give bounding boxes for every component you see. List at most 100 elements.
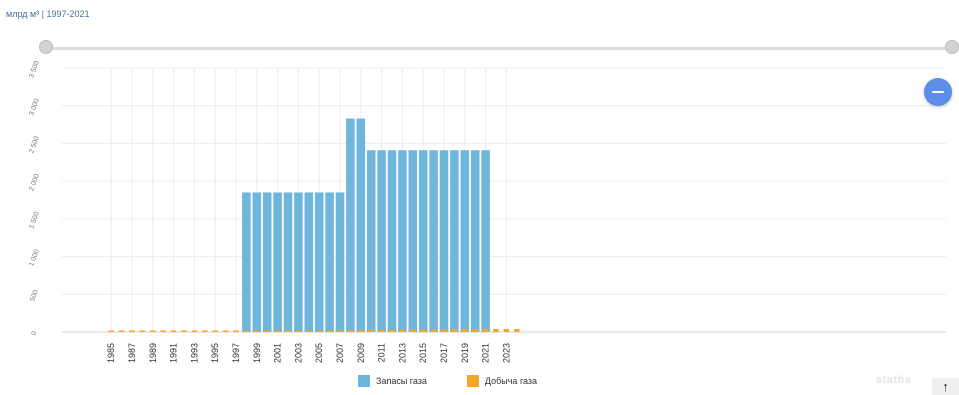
y-tick-label: 500: [29, 289, 40, 302]
bar-production: [358, 329, 364, 332]
bar-reserves: [314, 192, 324, 332]
bar-production: [482, 328, 489, 332]
bar-reserves: [408, 150, 418, 332]
bar-production: [441, 329, 447, 332]
bar-reserves: [377, 150, 386, 332]
x-tick-label: 2019: [460, 343, 470, 363]
x-tick-label: 1989: [148, 343, 158, 363]
bar-production: [139, 330, 146, 332]
x-tick-label: 2015: [418, 343, 428, 363]
bar-reserves: [450, 150, 459, 332]
bar-production: [368, 329, 374, 332]
bar-reserves: [481, 150, 490, 332]
x-tick-label: 2023: [501, 343, 511, 363]
bar-production: [160, 330, 166, 332]
x-tick-label: 2011: [377, 343, 387, 362]
bar-production: [420, 329, 426, 332]
bar-production: [129, 330, 135, 332]
x-tick-label: 2013: [397, 343, 407, 363]
chart-legend: Запасы газа Добыча газа: [358, 375, 537, 387]
bar-production: [202, 330, 208, 332]
bar-production: [410, 329, 416, 332]
range-start-handle[interactable]: [39, 40, 53, 54]
y-tick-label: 2 000: [28, 173, 41, 192]
bar-production: [493, 328, 499, 332]
x-tick-label: 1985: [106, 343, 116, 363]
bar-reserves: [335, 192, 345, 332]
bar-reserves: [346, 118, 355, 332]
bar-production: [378, 329, 385, 332]
bar-production: [430, 329, 437, 332]
x-tick-label: 2007: [335, 343, 345, 363]
x-tick-label: 2009: [356, 343, 366, 363]
bar-production: [233, 330, 239, 332]
bar-reserves: [325, 192, 334, 332]
bar-reserves: [242, 192, 251, 332]
bar-production: [451, 328, 458, 332]
x-tick-label: 1993: [189, 343, 199, 363]
bar-reserves: [470, 150, 480, 332]
x-tick-label: 1999: [252, 343, 262, 363]
bar-reserves: [460, 150, 470, 332]
bar-reserves: [294, 192, 303, 332]
bar-production: [295, 330, 302, 332]
bar-production: [181, 330, 187, 332]
range-selector-track[interactable]: [46, 47, 958, 50]
bar-production: [514, 328, 520, 332]
x-tick-label: 1997: [231, 343, 241, 363]
bar-reserves: [418, 150, 428, 332]
bar-reserves: [273, 192, 282, 332]
bar-reserves: [429, 150, 438, 332]
bar-production: [389, 329, 395, 332]
x-tick-label: 2001: [273, 343, 283, 363]
bar-production: [222, 330, 229, 332]
minus-icon[interactable]: [924, 78, 952, 106]
legend-label-production: Добыча газа: [484, 376, 538, 386]
bar-reserves: [387, 150, 397, 332]
bar-production: [316, 330, 322, 332]
bar-production: [326, 330, 333, 332]
chart-subtitle: млрд м³ | 1997-2021: [6, 9, 90, 19]
bar-production: [212, 330, 218, 332]
legend-item-production[interactable]: Добыча газа: [466, 375, 538, 387]
bar-production: [243, 330, 250, 332]
bar-production: [118, 330, 125, 332]
statista-watermark: statba: [876, 374, 912, 386]
y-tick-label: 1 500: [28, 211, 41, 230]
y-tick-label: 1 000: [28, 249, 41, 268]
bar-production: [108, 330, 114, 332]
bar-production: [503, 328, 510, 332]
bar-reserves: [366, 150, 376, 332]
legend-item-reserves[interactable]: Запасы газа: [358, 375, 427, 387]
bar-production: [274, 330, 281, 332]
legend-label-reserves: Запасы газа: [376, 376, 427, 386]
bar-reserves: [356, 118, 366, 332]
bar-production: [462, 328, 468, 332]
y-tick-label: 3 000: [28, 98, 41, 117]
x-tick-label: 2021: [481, 343, 491, 363]
y-tick-label: 3 500: [28, 60, 41, 79]
bar-production: [337, 330, 343, 332]
legend-swatch-production: [466, 375, 479, 387]
bar-production: [150, 330, 156, 332]
bar-production: [254, 330, 260, 332]
legend-swatch-reserves: [358, 375, 370, 387]
x-tick-label: 1991: [169, 343, 179, 363]
x-tick-label: 2017: [439, 343, 449, 363]
bar-production: [306, 330, 312, 332]
bar-reserves: [283, 192, 293, 332]
bar-production: [399, 329, 406, 332]
bar-reserves: [304, 192, 314, 332]
bar-production: [347, 329, 354, 332]
bar-production: [472, 328, 478, 332]
bar-production: [264, 330, 270, 332]
arrow-up-icon[interactable]: ↑: [932, 378, 959, 395]
x-tick-label: 1987: [127, 343, 137, 363]
bar-reserves: [252, 192, 262, 332]
bar-reserves: [262, 192, 272, 332]
bar-production: [170, 330, 177, 332]
y-tick-label: 2 500: [28, 135, 41, 154]
x-tick-label: 1995: [210, 343, 220, 363]
bar-production: [285, 330, 291, 332]
